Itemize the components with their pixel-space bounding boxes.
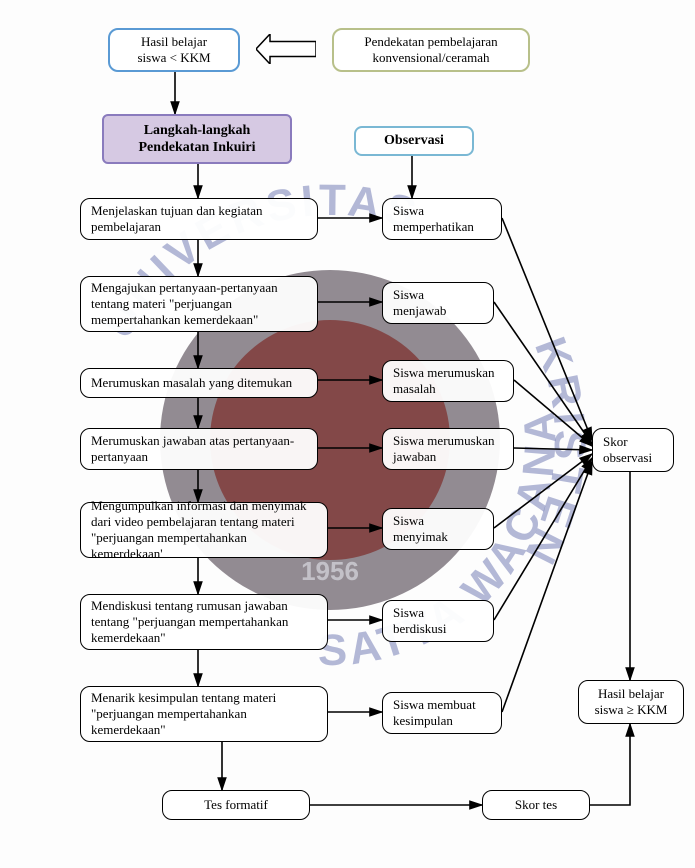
right-obs-1: Siswamemperhatikan — [382, 198, 502, 240]
node-hasil-out: Hasil belajarsiswa ≥ KKM — [578, 680, 684, 724]
skor-obs-text: Skorobservasi — [603, 434, 652, 467]
hasil-top-text: Hasil belajarsiswa < KKM — [137, 34, 210, 67]
left-step-2: Mengajukan pertanyaan-pertanyaan tentang… — [80, 276, 318, 332]
left-step-7: Menarik kesimpulan tentang materi "perju… — [80, 686, 328, 742]
right-obs-4: Siswa merumuskanjawaban — [382, 428, 514, 470]
right-obs-4-text: Siswa merumuskanjawaban — [393, 433, 494, 466]
node-skor-observasi: Skorobservasi — [592, 428, 674, 472]
node-tes-formatif: Tes formatif — [162, 790, 310, 820]
right-obs-7: Siswa membuatkesimpulan — [382, 692, 502, 734]
left-step-6: Mendiskusi tentang rumusan jawaban tenta… — [80, 594, 328, 650]
left-step-7-text: Menarik kesimpulan tentang materi "perju… — [91, 690, 317, 739]
node-pendekatan: Pendekatan pembelajarankonvensional/cera… — [332, 28, 530, 72]
right-obs-3-text: Siswa merumuskanmasalah — [393, 365, 494, 398]
left-step-1-text: Menjelaskan tujuan dan kegiatan pembelaj… — [91, 203, 307, 236]
right-obs-5: Siswamenyimak — [382, 508, 494, 550]
header-langkah: Langkah-langkahPendekatan Inkuiri — [102, 114, 292, 164]
hasil-out-text: Hasil belajarsiswa ≥ KKM — [595, 686, 668, 719]
left-step-6-text: Mendiskusi tentang rumusan jawaban tenta… — [91, 598, 317, 647]
node-skor-tes: Skor tes — [482, 790, 590, 820]
hollow-arrow-left — [256, 34, 316, 69]
right-obs-1-text: Siswamemperhatikan — [393, 203, 474, 236]
pendekatan-text: Pendekatan pembelajarankonvensional/cera… — [364, 34, 497, 67]
right-obs-2-text: Siswamenjawab — [393, 287, 446, 320]
right-obs-5-text: Siswamenyimak — [393, 513, 448, 546]
right-obs-7-text: Siswa membuatkesimpulan — [393, 697, 476, 730]
header-observasi: Observasi — [354, 126, 474, 156]
right-obs-6: Siswaberdiskusi — [382, 600, 494, 642]
left-step-4: Merumuskan jawaban atas pertanyaan-perta… — [80, 428, 318, 470]
left-step-3-text: Merumuskan masalah yang ditemukan — [91, 375, 292, 391]
right-obs-6-text: Siswaberdiskusi — [393, 605, 446, 638]
right-obs-2: Siswamenjawab — [382, 282, 494, 324]
left-step-5: Mengumpulkan informasi dan menyimak dari… — [80, 502, 328, 558]
header-observasi-text: Observasi — [384, 132, 444, 150]
left-step-4-text: Merumuskan jawaban atas pertanyaan-perta… — [91, 433, 307, 466]
node-hasil-top: Hasil belajarsiswa < KKM — [108, 28, 240, 72]
left-step-1: Menjelaskan tujuan dan kegiatan pembelaj… — [80, 198, 318, 240]
skor-tes-text: Skor tes — [493, 797, 579, 813]
tes-text: Tes formatif — [173, 797, 299, 813]
header-langkah-text: Langkah-langkahPendekatan Inkuiri — [138, 122, 255, 157]
right-obs-3: Siswa merumuskanmasalah — [382, 360, 514, 402]
left-step-3: Merumuskan masalah yang ditemukan — [80, 368, 318, 398]
left-step-5-text: Mengumpulkan informasi dan menyimak dari… — [91, 498, 317, 563]
left-step-2-text: Mengajukan pertanyaan-pertanyaan tentang… — [91, 280, 307, 329]
